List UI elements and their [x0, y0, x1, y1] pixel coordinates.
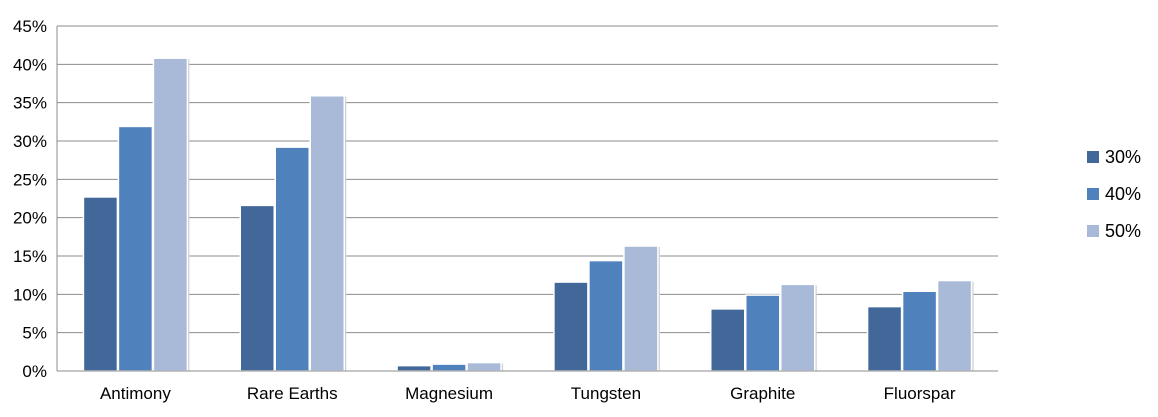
- x-tick-label: Graphite: [730, 384, 795, 403]
- bar: [431, 363, 467, 372]
- bar: [239, 204, 275, 372]
- bar: [82, 196, 119, 372]
- bar: [396, 364, 432, 372]
- legend-swatch: [1087, 188, 1099, 200]
- bar: [901, 290, 938, 372]
- x-tick-label: Antimony: [100, 384, 171, 403]
- bar: [152, 57, 189, 372]
- bar: [745, 294, 781, 372]
- bar: [466, 361, 502, 372]
- bars: [82, 57, 974, 372]
- y-tick-label: 40%: [13, 55, 47, 74]
- bar: [936, 279, 973, 372]
- y-tick-label: 5%: [22, 324, 47, 343]
- y-tick-label: 0%: [22, 362, 47, 381]
- bar: [274, 146, 310, 372]
- x-tick-label: Magnesium: [405, 384, 493, 403]
- legend-label: 40%: [1105, 184, 1141, 204]
- x-tick-label: Tungsten: [571, 384, 641, 403]
- gridlines: [57, 25, 998, 372]
- bar: [309, 95, 345, 372]
- bar: [866, 305, 903, 372]
- legend: 30% 40% 50%: [1087, 147, 1141, 241]
- bar: [780, 283, 816, 372]
- bar: [710, 308, 746, 372]
- x-tick-label: Rare Earths: [247, 384, 338, 403]
- y-axis: 0% 5% 10% 15% 20% 25% 30% 35% 40% 45%: [13, 17, 58, 381]
- bar: [623, 245, 659, 372]
- y-tick-label: 35%: [13, 94, 47, 113]
- legend-label: 50%: [1105, 221, 1141, 241]
- x-tick-label: Fluorspar: [884, 384, 956, 403]
- legend-swatch: [1087, 225, 1099, 237]
- y-tick-label: 20%: [13, 209, 47, 228]
- y-tick-label: 30%: [13, 132, 47, 151]
- legend-swatch: [1087, 151, 1099, 163]
- bar: [117, 125, 154, 372]
- y-tick-label: 45%: [13, 17, 47, 36]
- y-tick-label: 25%: [13, 170, 47, 189]
- x-axis: Antimony Rare Earths Magnesium Tungsten Grap…: [57, 370, 998, 403]
- bar: [553, 281, 589, 372]
- y-tick-label: 15%: [13, 247, 47, 266]
- y-tick-label: 10%: [13, 285, 47, 304]
- legend-label: 30%: [1105, 147, 1141, 167]
- bar: [588, 259, 624, 372]
